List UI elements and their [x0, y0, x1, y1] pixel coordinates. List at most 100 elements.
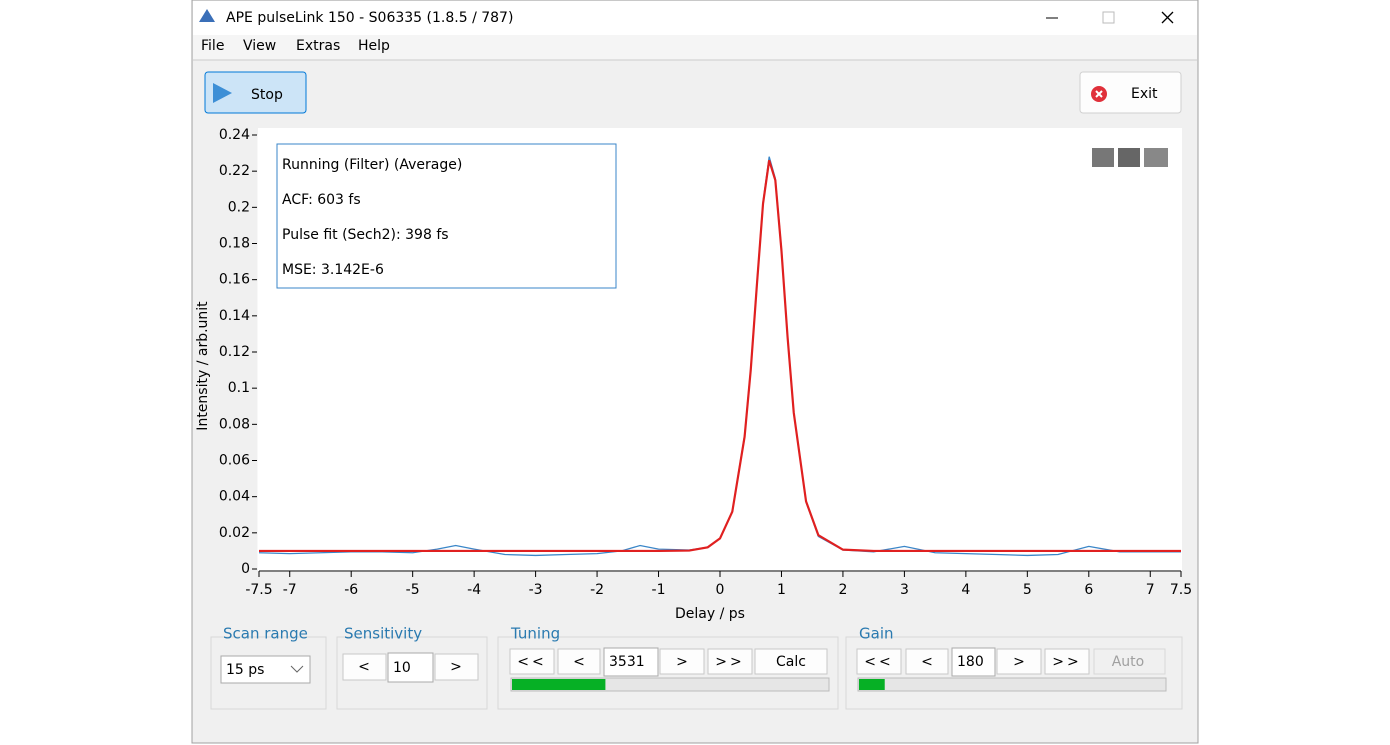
group-box — [845, 636, 1183, 710]
y-tick-label: 0.2 — [228, 199, 250, 215]
x-tick-label: 6 — [1084, 582, 1093, 598]
button[interactable] — [905, 648, 949, 675]
menu-bar — [193, 35, 1197, 60]
dropdown-arrow — [290, 665, 304, 673]
button[interactable] — [509, 648, 555, 675]
x-tick-label: -7 — [283, 582, 297, 598]
x-tick-label: 2 — [838, 582, 847, 598]
group-box — [497, 636, 839, 710]
button[interactable] — [434, 653, 479, 681]
y-tick-label: 0.16 — [219, 272, 250, 288]
group-title: Sensitivity — [344, 625, 422, 643]
x-tick-label: 7.5 — [1170, 582, 1192, 598]
y-axis-label: Intensity / arb.unit — [195, 301, 211, 431]
x-axis-label: Delay / ps — [675, 606, 745, 622]
annotation: Pulse fit (Sech2): 398 fs — [282, 227, 449, 243]
annotation: ACF: 603 fs — [282, 192, 361, 208]
button[interactable] — [1044, 648, 1090, 675]
play-icon — [213, 83, 232, 103]
button-label: > — [676, 654, 688, 670]
x-tick-label: 5 — [1023, 582, 1032, 598]
x-tick-label: -2 — [590, 582, 604, 598]
button-label: >> — [715, 654, 744, 670]
button[interactable] — [659, 648, 705, 675]
input-value: 180 — [957, 654, 984, 670]
menu-item[interactable]: File — [201, 38, 224, 54]
x-tick-label: -4 — [467, 582, 481, 598]
button[interactable] — [1093, 648, 1166, 675]
data-line — [259, 159, 1181, 553]
group-title: Gain — [859, 625, 894, 643]
x-tick-label: -6 — [344, 582, 358, 598]
button[interactable] — [996, 648, 1042, 675]
y-tick-label: 0.06 — [219, 453, 250, 469]
x-tick-label: 1 — [777, 582, 786, 598]
dropdown-value: 15 ps — [226, 662, 264, 678]
button-label: << — [864, 654, 893, 670]
button[interactable] — [342, 653, 387, 681]
x-tick-label: 4 — [961, 582, 970, 598]
annotation: MSE: 3.142E-6 — [282, 262, 384, 278]
button[interactable] — [754, 648, 828, 675]
button[interactable] — [557, 648, 601, 675]
input-value: 10 — [393, 660, 411, 676]
annotation: Running (Filter) (Average) — [282, 157, 462, 173]
annotation-box — [276, 143, 617, 289]
x-tick-label: -3 — [529, 582, 543, 598]
button-label: >> — [1052, 654, 1081, 670]
plot-tools — [1092, 148, 1168, 167]
y-tick-label: 0.14 — [219, 308, 250, 324]
y-tick-label: 0.24 — [219, 127, 250, 143]
y-tick-label: 0.1 — [228, 380, 250, 396]
button-label: Stop — [251, 87, 283, 103]
x-tick-label: -5 — [406, 582, 420, 598]
exit-icon-cross — [1095, 90, 1103, 98]
app-icon — [199, 9, 215, 22]
pan-tool[interactable] — [1144, 148, 1168, 167]
window-title: APE pulseLink 150 - S06335 (1.8.5 / 787) — [226, 10, 513, 26]
x-tick-label: 7 — [1146, 582, 1155, 598]
y-tick-label: 0.12 — [219, 344, 250, 360]
button-frame — [204, 71, 307, 114]
close-button[interactable] — [1161, 11, 1174, 24]
button-label: > — [1013, 654, 1025, 670]
zoom-tool[interactable] — [1118, 148, 1140, 167]
y-tick-label: 0 — [241, 561, 250, 577]
button[interactable] — [707, 648, 753, 675]
button-label: < — [358, 659, 370, 675]
x-tick-label: 3 — [900, 582, 909, 598]
progress-track — [857, 677, 1167, 692]
button-label: << — [517, 654, 546, 670]
group-box — [210, 636, 327, 710]
progress-fill — [859, 679, 885, 690]
button-label: Auto — [1112, 654, 1145, 670]
button-label: Exit — [1131, 86, 1158, 102]
crosshair-tool[interactable] — [1092, 148, 1114, 167]
menu-item[interactable]: View — [243, 38, 276, 54]
y-tick-label: 0.08 — [219, 416, 250, 432]
menu-item[interactable]: Help — [358, 38, 390, 54]
stop-button[interactable]: Stop — [204, 71, 307, 114]
menu-item[interactable]: Extras — [296, 38, 340, 54]
group-title: Scan range — [223, 625, 308, 643]
button[interactable] — [856, 648, 902, 675]
button-label: < — [573, 654, 585, 670]
x-tick-label: 0 — [716, 582, 725, 598]
button-label: < — [921, 654, 933, 670]
group-title: Tuning — [510, 625, 560, 643]
button-frame — [1079, 71, 1182, 114]
y-tick-label: 0.02 — [219, 525, 250, 541]
title-bar — [193, 1, 1197, 35]
button-label: Calc — [776, 654, 806, 670]
input-value: 3531 — [609, 654, 645, 670]
y-tick-label: 0.22 — [219, 163, 250, 179]
text-input[interactable] — [387, 652, 434, 683]
y-tick-label: 0.18 — [219, 236, 250, 252]
text-input[interactable] — [951, 647, 996, 677]
text-input[interactable] — [603, 647, 659, 677]
y-tick-label: 0.04 — [219, 489, 250, 505]
x-tick-label: -1 — [652, 582, 666, 598]
exit-button[interactable]: Exit — [1079, 71, 1182, 114]
maximize-button[interactable] — [1102, 11, 1115, 24]
